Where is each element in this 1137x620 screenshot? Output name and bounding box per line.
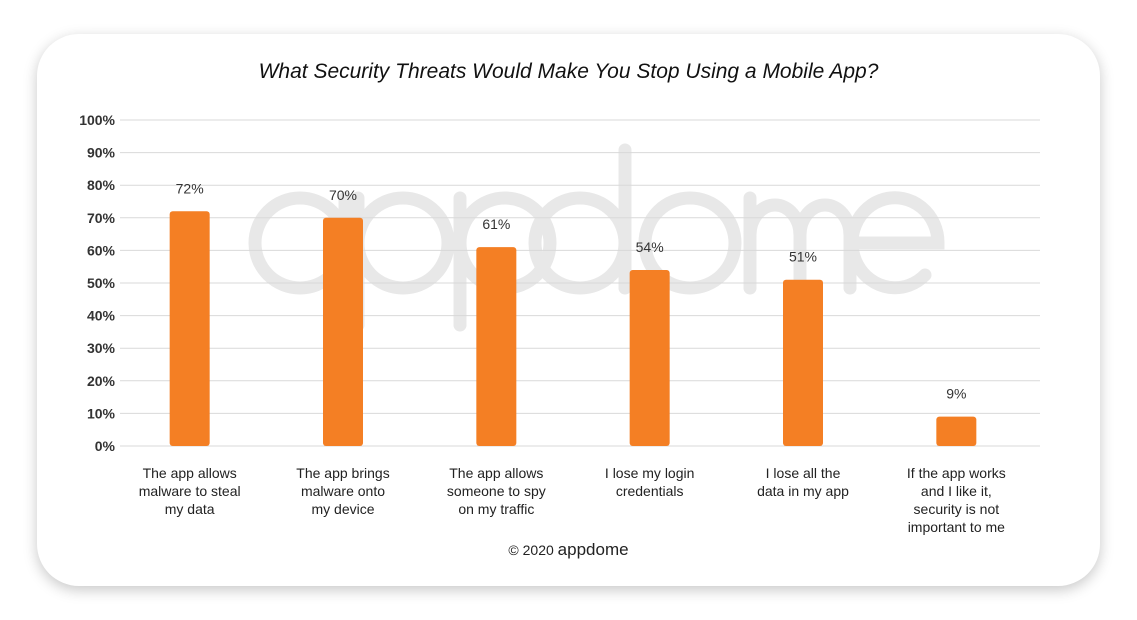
chart-card [37,34,1100,586]
x-tick-label: data in my app [757,483,849,499]
x-tick-label: The app allows [143,465,237,481]
bar [169,211,210,446]
data-label: 9% [946,386,966,402]
y-tick-label: 60% [87,242,116,258]
x-tick-label: malware to steal [139,483,241,499]
x-tick-label: and I like it, [921,483,992,499]
y-tick-label: 30% [87,340,116,356]
copyright: © 2020 [508,542,554,558]
x-tick-label: on my traffic [458,501,534,517]
bar [783,279,823,446]
x-tick-label: someone to spy [447,483,546,499]
bar [629,269,670,446]
x-tick-label: The app allows [449,465,543,481]
data-label: 72% [176,180,204,196]
x-tick-label: security is not [914,501,1000,517]
data-label: 54% [636,239,664,255]
y-tick-label: 40% [87,308,116,324]
watermark-stroke [638,191,742,295]
bar [476,247,517,446]
bar [936,416,977,446]
data-label: 61% [482,216,510,232]
x-tick-label: my device [311,501,374,517]
y-tick-label: 10% [87,405,116,421]
footer-brand: appdome [557,540,629,559]
x-tick-label: If the app works [907,465,1006,481]
x-tick-label: The app brings [296,465,389,481]
y-tick-label: 50% [87,275,116,291]
x-tick-label: I lose all the [766,465,841,481]
y-tick-label: 80% [87,177,116,193]
x-tick-label: credentials [616,483,684,499]
footer: © 2020 appdome [0,540,1137,560]
data-label: 51% [789,249,817,265]
y-tick-label: 20% [87,373,116,389]
y-tick-label: 100% [79,112,115,128]
watermark-stroke [845,191,945,295]
bar [323,217,363,446]
x-tick-label: my data [165,501,215,517]
data-label: 70% [329,187,357,203]
x-tick-label: malware onto [301,483,385,499]
watermark-stroke [351,191,455,295]
x-tick-label: important to me [908,519,1005,535]
y-tick-label: 90% [87,145,116,161]
y-tick-label: 70% [87,210,116,226]
chart-title: What Security Threats Would Make You Sto… [258,60,879,83]
x-tick-label: I lose my login [605,465,694,481]
y-tick-label: 0% [95,438,116,454]
